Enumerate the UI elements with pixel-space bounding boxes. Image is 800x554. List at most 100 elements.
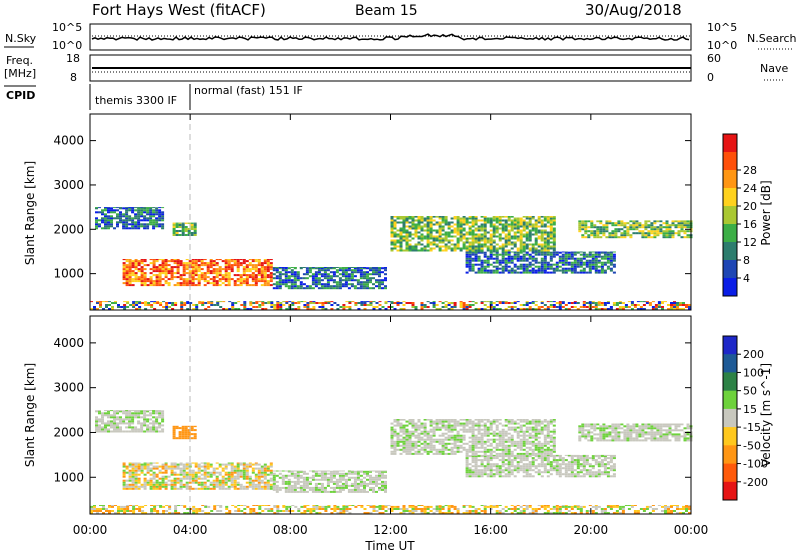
heatmap-cell [152, 471, 156, 474]
heatmap-cell [525, 446, 529, 449]
heatmap-cell [519, 249, 523, 252]
heatmap-cell [128, 259, 132, 261]
heatmap-cell [396, 444, 400, 447]
heatmap-cell [173, 473, 177, 476]
heatmap-cell [489, 255, 493, 258]
heatmap-cell [143, 211, 147, 214]
heatmap-cell [626, 222, 630, 225]
heatmap-cell [471, 434, 475, 437]
heatmap-cell [498, 430, 502, 433]
heatmap-cell [194, 487, 198, 490]
heatmap-cell [311, 478, 315, 481]
heatmap-cell [302, 283, 306, 286]
heatmap-cell [390, 306, 394, 308]
heatmap-cell [501, 229, 505, 232]
heatmap-cell [356, 488, 360, 491]
heatmap-cell [263, 266, 267, 269]
heatmap-cell [489, 420, 493, 423]
heatmap-cell [584, 236, 588, 239]
heatmap-cell [248, 477, 252, 480]
heatmap-cell [332, 490, 336, 493]
heatmap-cell [465, 245, 469, 248]
heatmap-cell [164, 260, 168, 263]
heatmap-cell [677, 226, 681, 229]
heatmap-cell [260, 264, 264, 267]
heatmap-cell [193, 435, 197, 438]
heatmap-cell [417, 237, 421, 240]
heatmap-cell [447, 245, 451, 248]
heatmap-cell [116, 217, 119, 220]
heatmap-cell [290, 267, 294, 268]
heatmap-cell [215, 481, 219, 484]
heatmap-cell [540, 257, 544, 260]
heatmap-cell [540, 422, 544, 425]
heatmap-cell [381, 486, 384, 489]
heatmap-cell [447, 223, 451, 226]
heatmap-cell [525, 251, 529, 253]
heatmap-cell [661, 302, 664, 304]
heatmap-cell [537, 432, 541, 435]
heatmap-cell [423, 219, 427, 222]
heatmap-cell [155, 270, 159, 273]
heatmap-cell [501, 259, 505, 262]
heatmap-cell [261, 304, 265, 306]
heatmap-cell [281, 269, 285, 272]
heatmap-cell [137, 485, 141, 488]
heatmap-cell [468, 450, 472, 453]
heatmap-cell [116, 426, 119, 429]
heatmap-cell [168, 302, 172, 304]
heatmap-cell [465, 255, 469, 258]
heatmap-cell [528, 216, 532, 218]
heatmap-cell [342, 304, 346, 306]
heatmap-cell [471, 221, 475, 224]
heatmap-cell [600, 251, 604, 253]
heatmap-cell [682, 304, 685, 306]
heatmap-cell [335, 482, 339, 485]
freq-left-label-1: Freq. [6, 54, 33, 67]
heatmap-cell [501, 267, 505, 270]
heatmap-cell [456, 438, 460, 441]
heatmap-cell [251, 264, 255, 267]
heatmap-cell [537, 217, 541, 220]
heatmap-cell [480, 436, 484, 439]
heatmap-cell [125, 221, 129, 224]
heatmap-cell [269, 272, 273, 275]
heatmap-cell [489, 247, 493, 250]
heatmap-cell [108, 301, 111, 303]
heatmap-cell [209, 266, 213, 269]
heatmap-cell [181, 425, 185, 428]
heatmap-cell [203, 274, 207, 277]
heatmap-cell [408, 422, 412, 425]
heatmap-cell [131, 428, 135, 431]
heatmap-cell [480, 225, 484, 228]
heatmap-cell [329, 277, 333, 280]
heatmap-cell [110, 424, 113, 427]
heatmap-cell [626, 232, 630, 235]
heatmap-cell [332, 271, 336, 274]
heatmap-cell [344, 271, 348, 274]
heatmap-cell [326, 283, 330, 286]
heatmap-cell [399, 247, 403, 250]
heatmap-cell [270, 301, 274, 303]
heatmap-cell [359, 470, 363, 473]
heatmap-cell [336, 304, 340, 306]
heatmap-cell [254, 487, 258, 490]
heatmap-cell [140, 483, 144, 486]
heatmap-cell [525, 235, 529, 238]
heatmap-cell [564, 267, 568, 270]
heatmap-cell [152, 465, 156, 468]
heatmap-cell [483, 245, 487, 248]
heatmap-cell [570, 265, 574, 268]
heatmap-cell [584, 222, 588, 225]
heatmap-cell [363, 482, 366, 485]
heatmap-cell [513, 271, 517, 274]
heatmap-cell [417, 444, 421, 447]
heatmap-cell [191, 262, 195, 265]
heatmap-cell [190, 232, 194, 234]
heatmap-cell [338, 488, 342, 491]
heatmap-cell [399, 424, 403, 427]
heatmap-cell [459, 225, 463, 228]
heatmap-cell [140, 272, 144, 275]
heatmap-cell [561, 301, 565, 303]
heatmap-cell [185, 487, 189, 490]
